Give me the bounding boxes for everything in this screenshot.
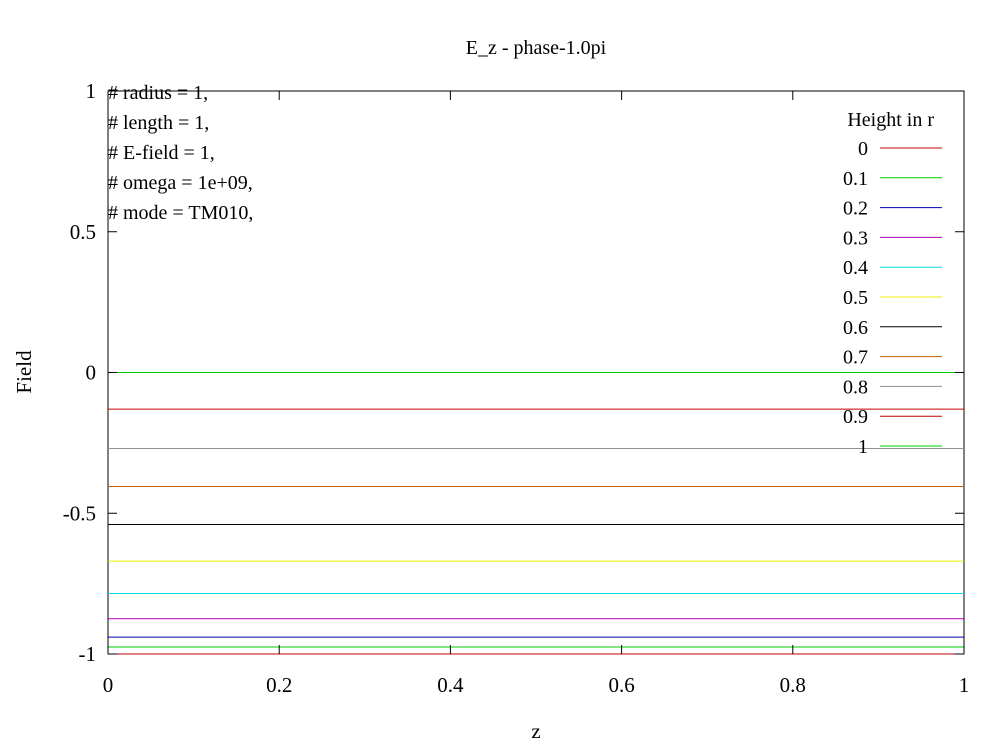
legend-label: 0.3	[843, 227, 868, 249]
series-layer	[108, 372, 964, 655]
ticks-layer: 0 0.2 0.4 0.6 0.8 1 1 0.5 0 -0.5 -1	[63, 79, 970, 697]
x-tick-label: 0.2	[266, 673, 292, 697]
x-tick-label: 0	[103, 673, 114, 697]
legend-label: 0.5	[843, 287, 868, 309]
annotations: # radius = 1, # length = 1, # E-field = 1,…	[108, 82, 253, 224]
x-tick-label: 0.6	[608, 673, 634, 697]
legend-title: Height in r	[847, 109, 934, 131]
y-tick-label: -1	[79, 642, 97, 666]
y-axis-label: Field	[12, 350, 36, 394]
legend-label: 0.2	[843, 198, 868, 220]
x-tick-label: 0.4	[437, 673, 464, 697]
legend-label: 0	[858, 138, 868, 160]
chart-title: E_z - phase-1.0pi	[466, 37, 607, 59]
y-tick-label: 0	[86, 361, 97, 385]
legend-label: 0.1	[843, 168, 868, 190]
legend-label: 0.6	[843, 317, 868, 339]
y-tick-label: 1	[86, 79, 97, 103]
y-tick-label: 0.5	[70, 220, 96, 244]
annotation-line: # radius = 1,	[108, 82, 208, 104]
legend-label: 0.7	[843, 347, 868, 369]
legend-label: 0.9	[843, 406, 868, 428]
annotation-line: # length = 1,	[108, 112, 209, 134]
legend: Height in r 0 0.1 0.2 0.3 0.4 0.5 0.6 0.7 0.8 0.9…	[843, 109, 942, 458]
x-axis-label: z	[531, 719, 540, 743]
y-tick-label: -0.5	[63, 501, 96, 525]
annotation-line: # E-field = 1,	[108, 142, 215, 164]
legend-label: 0.4	[843, 257, 868, 279]
legend-label: 1	[858, 436, 868, 458]
annotation-line: # mode = TM010,	[108, 202, 253, 224]
x-tick-label: 0.8	[780, 673, 806, 697]
legend-label: 0.8	[843, 376, 868, 398]
x-tick-label: 1	[959, 673, 970, 697]
annotation-line: # omega = 1e+09,	[108, 172, 253, 194]
